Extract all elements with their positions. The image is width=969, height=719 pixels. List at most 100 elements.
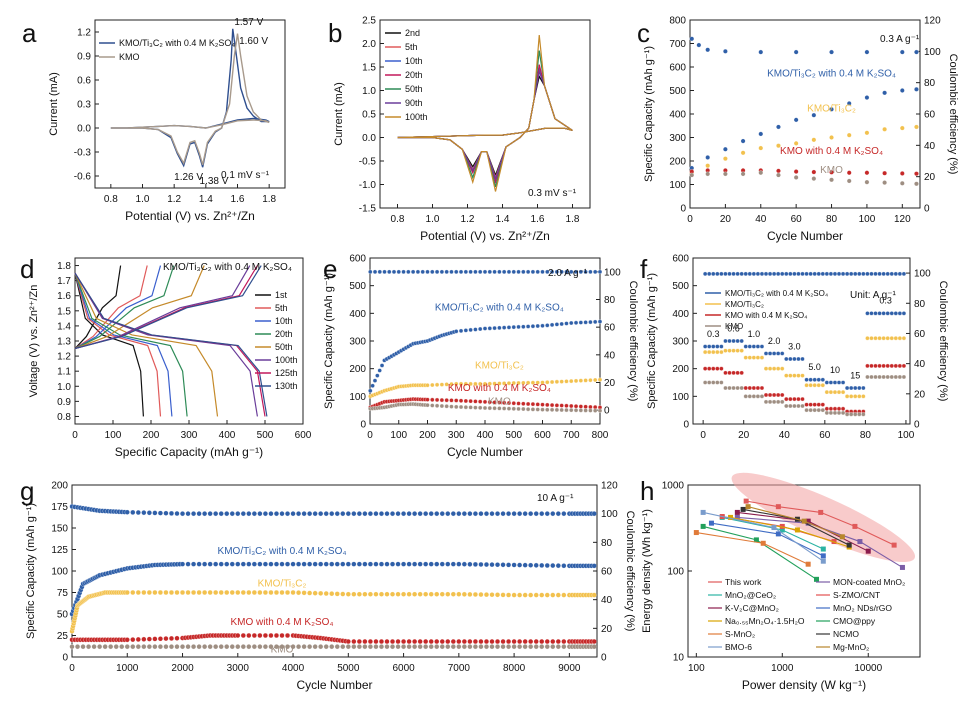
capacity-point xyxy=(588,404,593,410)
y2-tick-label: 60 xyxy=(601,567,613,578)
ragone-marker xyxy=(865,548,871,554)
capacity-point xyxy=(179,561,186,567)
highlight-ellipse xyxy=(731,472,916,562)
rate-point xyxy=(893,311,898,316)
capacity-point xyxy=(528,638,534,645)
capacity-point xyxy=(561,563,567,569)
capacity-point xyxy=(378,591,385,597)
y2-tick-label: 0 xyxy=(924,204,930,215)
rate-point xyxy=(735,370,740,375)
capacity-point xyxy=(530,380,536,385)
capacity-point xyxy=(578,408,583,413)
ragone-marker xyxy=(805,518,811,524)
capacity-point xyxy=(279,589,285,596)
capacity-point xyxy=(758,170,764,176)
capacity-point xyxy=(218,644,224,650)
rate-point xyxy=(828,390,834,395)
capacity-point xyxy=(434,403,440,408)
panel-letter: g xyxy=(20,476,34,506)
capacity-point xyxy=(290,589,296,596)
capacity-point xyxy=(528,562,534,568)
capacity-point xyxy=(412,638,418,645)
x-tick-label: 200 xyxy=(419,430,436,441)
y2-axis-label: Coulombic efficiency (%) xyxy=(947,54,959,175)
ce-point xyxy=(739,271,744,276)
ce-point xyxy=(747,271,752,276)
ce-point xyxy=(367,511,373,517)
rate-point xyxy=(707,349,712,355)
capacity-point xyxy=(740,171,746,177)
ce-point xyxy=(428,511,434,517)
capacity-point xyxy=(569,403,574,409)
ce-point xyxy=(497,269,502,274)
capacity-point xyxy=(467,638,473,645)
x-tick-label: 1.2 xyxy=(461,214,475,225)
capacity-point xyxy=(251,561,257,567)
capacity-point xyxy=(196,561,202,567)
capacity-point xyxy=(356,591,362,597)
peak-annotation: 1.26 V xyxy=(174,172,203,183)
y-tick-label: 0.9 xyxy=(57,397,71,408)
capacity-point xyxy=(102,644,108,650)
ce-point xyxy=(555,511,561,517)
rate-point xyxy=(865,363,870,369)
unit-annotation: Unit: A g⁻¹ xyxy=(850,290,897,301)
capacity-point xyxy=(141,589,147,596)
capacity-point xyxy=(450,644,456,650)
capacity-point xyxy=(483,561,490,568)
ce-point xyxy=(179,511,186,517)
x-tick-label: 20 xyxy=(720,214,732,225)
capacity-point xyxy=(375,373,380,378)
y-tick-label: 0 xyxy=(62,653,68,664)
capacity-point xyxy=(240,644,246,650)
ce-point xyxy=(389,511,396,517)
capacity-point xyxy=(240,561,246,567)
capacity-point xyxy=(555,638,561,645)
rate-point xyxy=(727,370,732,375)
ce-point xyxy=(865,271,870,276)
y-tick-label: 1.8 xyxy=(57,261,71,272)
capacity-point xyxy=(218,561,224,567)
capacity-point xyxy=(351,561,357,567)
cv-curve xyxy=(397,34,573,192)
ce-point xyxy=(723,48,728,54)
charge-curve xyxy=(74,265,175,350)
capacity-point xyxy=(458,404,464,410)
y-tick-label: 2.0 xyxy=(362,39,376,50)
capacity-point xyxy=(356,638,362,645)
y2-tick-label: 0 xyxy=(914,420,920,431)
capacity-point xyxy=(425,403,430,408)
ce-point xyxy=(735,271,740,276)
rate-point xyxy=(771,351,777,356)
ce-point xyxy=(401,269,406,274)
capacity-point xyxy=(500,638,506,645)
ce-point xyxy=(351,511,357,517)
capacity-point xyxy=(97,644,103,650)
ce-point xyxy=(468,269,473,274)
series-label: KMO/Ti₃C₂ xyxy=(258,578,307,589)
capacity-point xyxy=(456,561,462,567)
capacity-point xyxy=(273,589,280,596)
capacity-point xyxy=(914,86,919,92)
capacity-point xyxy=(439,561,445,567)
x-tick-label: 1.4 xyxy=(496,214,510,225)
capacity-point xyxy=(487,399,492,405)
capacity-point xyxy=(257,632,263,639)
capacity-point xyxy=(482,326,488,331)
rate-annotation: 10 A g⁻¹ xyxy=(537,493,574,504)
ce-point xyxy=(284,511,291,517)
y-axis-label: Current (mA) xyxy=(333,82,345,146)
ce-point xyxy=(146,510,152,516)
rate-point xyxy=(723,338,728,344)
ce-point xyxy=(373,511,379,517)
capacity-point xyxy=(740,150,746,156)
rate-point xyxy=(719,366,724,371)
capacity-point xyxy=(351,591,357,597)
ce-point xyxy=(396,269,401,274)
capacity-point xyxy=(864,179,870,185)
legend-entry: 1st xyxy=(275,290,288,300)
capacity-point xyxy=(489,592,495,598)
capacity-point xyxy=(296,590,302,596)
capacity-point xyxy=(483,644,490,650)
